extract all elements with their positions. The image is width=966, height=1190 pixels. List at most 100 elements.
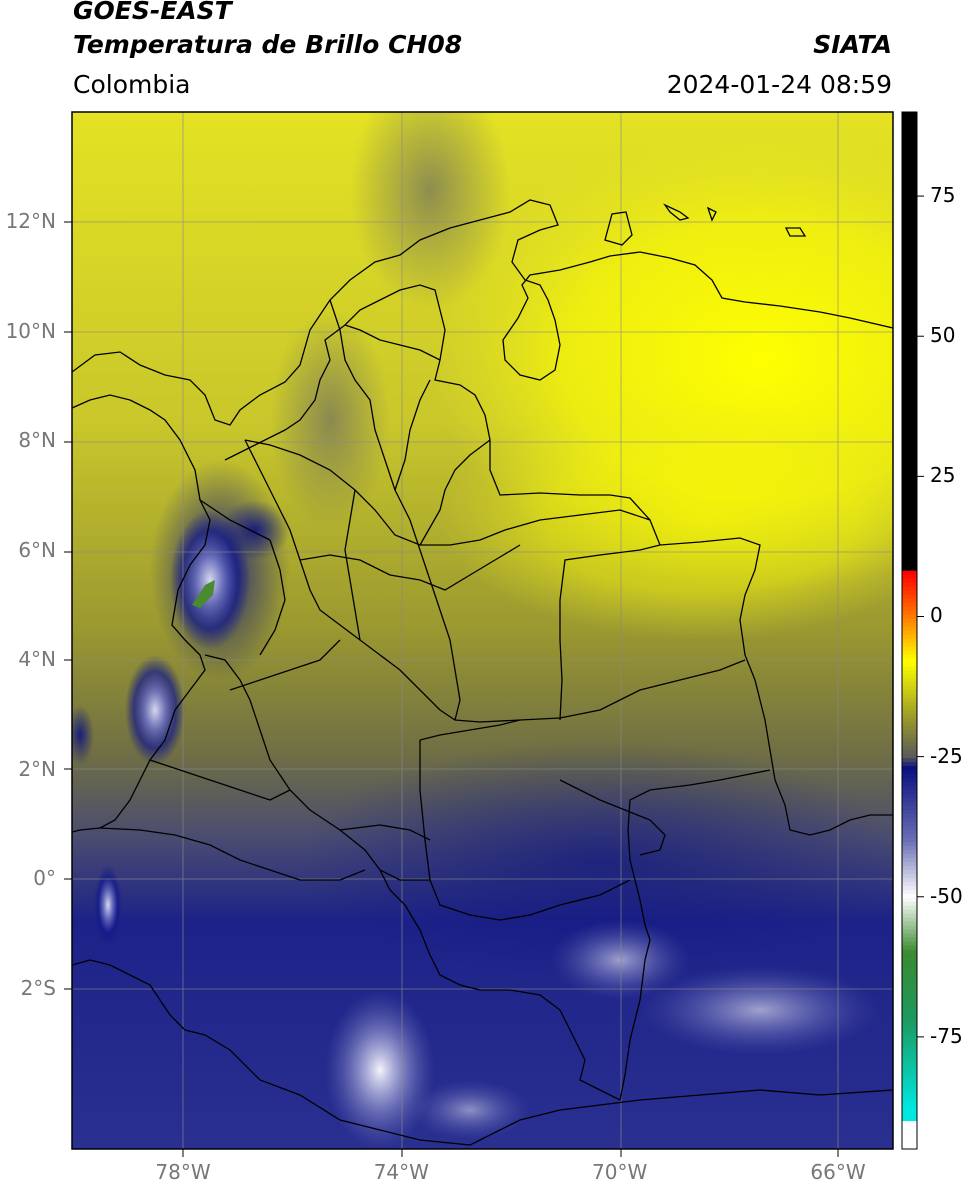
colorbar-tick-label: 25 bbox=[930, 463, 956, 488]
colorbar-stripe bbox=[902, 455, 917, 460]
colorbar-stripe bbox=[902, 395, 917, 400]
colorbar-stripe bbox=[902, 462, 917, 468]
colorbar-stripe bbox=[902, 1025, 917, 1030]
colorbar-stripe bbox=[902, 490, 917, 496]
lat-tick-label: 2°N bbox=[18, 756, 56, 781]
colorbar-stripe bbox=[902, 255, 917, 261]
lon-tick-label: 74°W bbox=[373, 1160, 429, 1184]
region-label: Colombia bbox=[73, 70, 191, 99]
colorbar-stripe bbox=[902, 750, 917, 755]
colorbar-stripe bbox=[902, 746, 917, 751]
colorbar-stripe bbox=[902, 251, 917, 257]
colorbar-stripe bbox=[902, 343, 917, 348]
colorbar-stripe bbox=[902, 937, 917, 943]
colorbar-stripe bbox=[902, 147, 917, 153]
colorbar-stripe bbox=[902, 391, 917, 396]
colorbar-tick-label: 0 bbox=[930, 603, 943, 628]
colorbar-tick-label: 75 bbox=[930, 183, 956, 208]
colorbar-stripe bbox=[902, 718, 917, 723]
colorbar-stripe bbox=[902, 207, 917, 213]
colorbar-stripe bbox=[902, 243, 917, 249]
colorbar-stripe bbox=[902, 526, 917, 532]
colorbar-stripe bbox=[902, 933, 917, 939]
colorbar-stripe bbox=[902, 957, 917, 963]
colorbar-stripe bbox=[902, 275, 917, 281]
colorbar-stripe bbox=[902, 263, 917, 269]
colorbar-stripe bbox=[902, 143, 917, 149]
colorbar-stripe bbox=[902, 1109, 917, 1114]
colorbar-stripe bbox=[902, 774, 917, 779]
colorbar-stripe bbox=[902, 965, 917, 971]
map-frame bbox=[71, 111, 894, 1150]
colorbar-stripe bbox=[902, 175, 917, 181]
colorbar-stripe bbox=[902, 167, 917, 173]
colorbar-stripe bbox=[902, 1069, 917, 1074]
colorbar-stripe bbox=[902, 259, 917, 265]
colorbar-stripe bbox=[902, 973, 917, 979]
colorbar-stripe bbox=[902, 1113, 917, 1118]
colorbar-stripe bbox=[902, 917, 917, 923]
colorbar-stripe bbox=[902, 598, 917, 604]
colorbar-stripe bbox=[902, 215, 917, 221]
colorbar-stripe bbox=[902, 893, 917, 899]
colorbar-stripe bbox=[902, 554, 917, 560]
colorbar-stripe bbox=[902, 447, 917, 452]
colorbar-stripe bbox=[902, 694, 917, 699]
colorbar-stripe bbox=[902, 706, 917, 711]
colorbar-stripe bbox=[902, 1105, 917, 1110]
colorbar-stripe bbox=[902, 566, 917, 572]
colorbar-stripe bbox=[902, 1089, 917, 1094]
lat-tick-label: 12°N bbox=[5, 209, 56, 233]
colorbar-stripe bbox=[902, 219, 917, 225]
lon-tick-label: 70°W bbox=[592, 1160, 648, 1184]
colorbar-stripe bbox=[902, 530, 917, 536]
colorbar-stripe bbox=[902, 754, 917, 759]
colorbar-stripe bbox=[902, 981, 917, 987]
lat-tick-label: 0° bbox=[33, 866, 56, 890]
colorbar-stripe bbox=[902, 347, 917, 352]
lon-tick-label: 66°W bbox=[810, 1160, 866, 1184]
colorbar-stripe bbox=[902, 726, 917, 731]
colorbar-stripe bbox=[902, 786, 917, 791]
colorbar-stripe bbox=[902, 642, 917, 648]
colorbar-stripe bbox=[902, 482, 917, 488]
lon-tick-marks bbox=[182, 1149, 839, 1157]
colorbar-stripe bbox=[902, 778, 917, 783]
colorbar-stripe bbox=[902, 287, 917, 293]
colorbar-stripe bbox=[902, 311, 917, 317]
satellite-title: GOES-EAST bbox=[73, 0, 232, 25]
colorbar-stripe bbox=[902, 861, 917, 867]
colorbar-stripe bbox=[902, 790, 917, 795]
colorbar-tick-label: -50 bbox=[930, 883, 963, 908]
colorbar-stripe bbox=[902, 546, 917, 552]
colorbar-stripe bbox=[902, 897, 917, 903]
colorbar-stripe bbox=[902, 1129, 917, 1134]
colorbar-stripe bbox=[902, 550, 917, 556]
colorbar-stripe bbox=[902, 901, 917, 907]
agency-label: SIATA bbox=[813, 30, 892, 59]
colorbar-stripe bbox=[902, 239, 917, 245]
colorbar-stripe bbox=[902, 1141, 917, 1146]
colorbar-stripe bbox=[902, 223, 917, 229]
colorbar-stripe bbox=[902, 1133, 917, 1138]
colorbar-stripe bbox=[902, 383, 917, 388]
colorbar-stripe bbox=[902, 403, 917, 408]
colorbar-stripe bbox=[902, 853, 917, 859]
colorbar-stripe bbox=[902, 985, 917, 991]
colorbar-stripe bbox=[902, 231, 917, 237]
colorbar-stripe bbox=[902, 538, 917, 544]
colorbar-stripe bbox=[902, 638, 917, 644]
colorbar-stripe bbox=[902, 451, 917, 456]
colorbar-stripe bbox=[902, 522, 917, 528]
colorbar-stripe bbox=[902, 502, 917, 508]
colorbar-stripe bbox=[902, 283, 917, 289]
colorbar-stripe bbox=[902, 698, 917, 703]
colorbar-stripe bbox=[902, 327, 917, 332]
colorbar-stripe bbox=[902, 594, 917, 600]
colorbar-stripe bbox=[902, 155, 917, 161]
colorbar-stripe bbox=[902, 889, 917, 895]
colorbar-stripe bbox=[902, 734, 917, 739]
colorbar-stripe bbox=[902, 802, 917, 807]
colorbar-stripe bbox=[902, 622, 917, 628]
colorbar-stripe bbox=[902, 506, 917, 512]
